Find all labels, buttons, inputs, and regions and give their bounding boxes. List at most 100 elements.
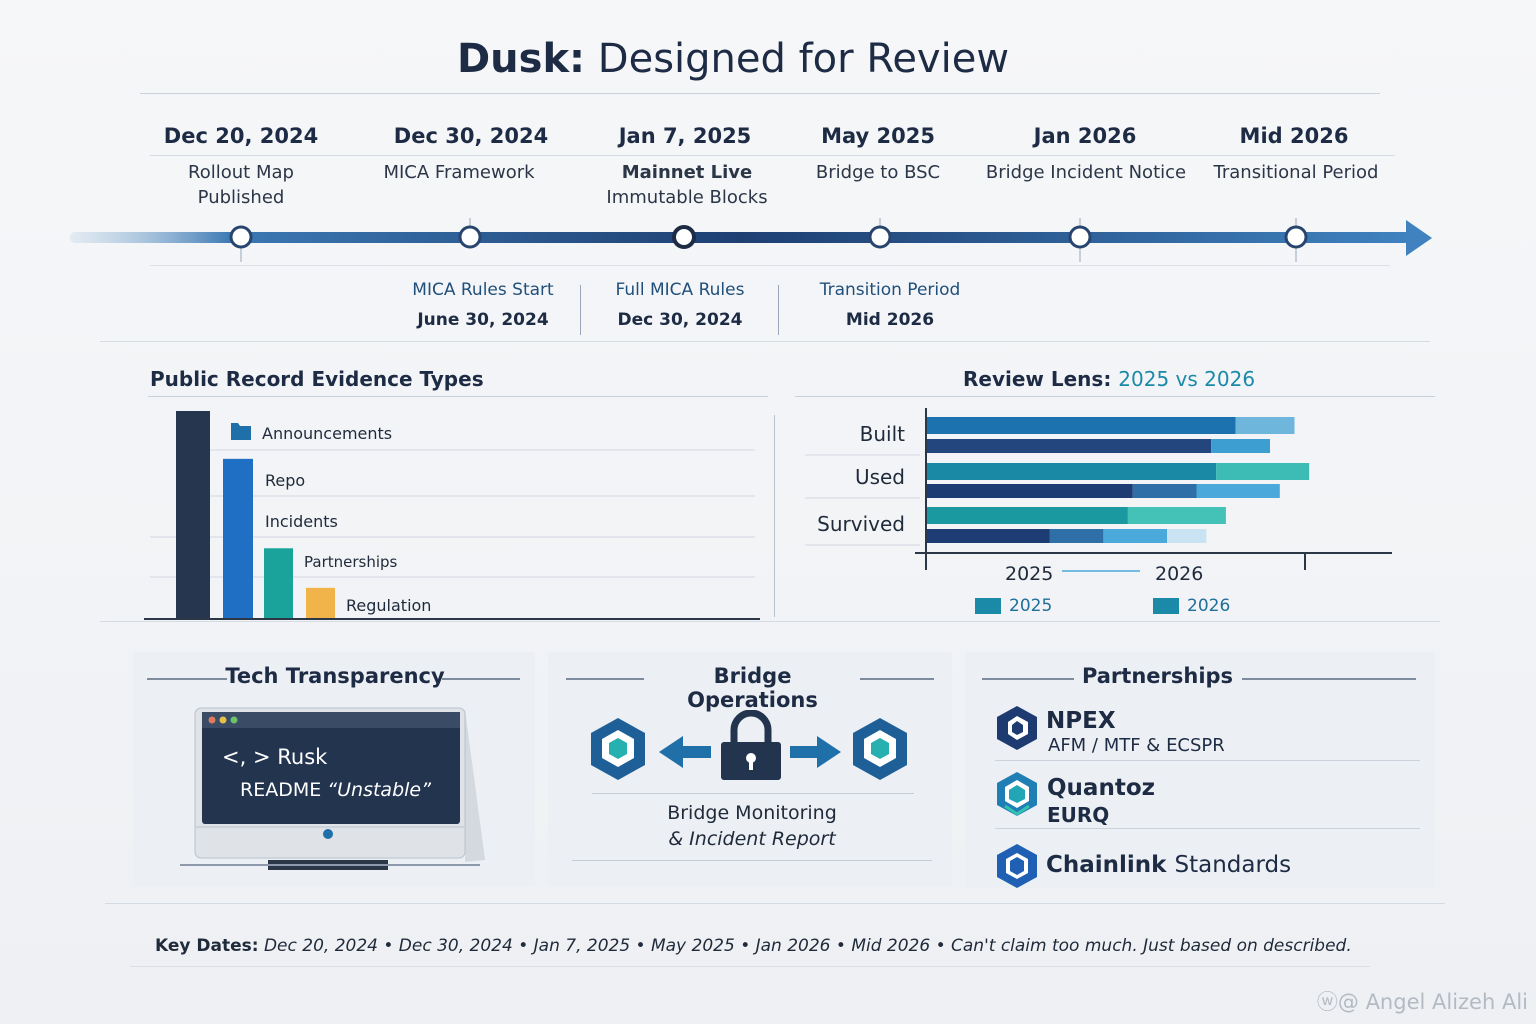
lens-row-label: Built bbox=[859, 422, 905, 446]
title-rest: Designed for Review bbox=[597, 36, 1010, 82]
evidence-label: Regulation bbox=[346, 596, 432, 615]
review-lens-title-accent: 2025 vs 2026 bbox=[1118, 367, 1256, 391]
divider bbox=[150, 265, 1390, 266]
evidence-label: Announcements bbox=[262, 424, 393, 443]
milestone-date: Mid 2026 bbox=[845, 310, 935, 330]
evidence-bars bbox=[176, 411, 335, 619]
chainlink-logo-icon bbox=[997, 844, 1037, 888]
footer-items: Dec 20, 2024 • Dec 30, 2024 • Jan 7, 202… bbox=[263, 936, 1352, 956]
event-line1: MICA Framework bbox=[383, 162, 535, 183]
divider bbox=[150, 155, 1395, 156]
timeline-node bbox=[1068, 225, 1092, 249]
review-lens-title-prefix: Review Lens: bbox=[963, 367, 1112, 391]
timeline-bar bbox=[70, 232, 1410, 243]
timeline-node bbox=[229, 225, 253, 249]
timeline-event-label: Rollout Map Published bbox=[121, 160, 361, 210]
event-line1: Transitional Period bbox=[1213, 162, 1379, 183]
timeline-event-label: Transitional Period bbox=[1176, 160, 1416, 185]
lens-bar-survived-2026 bbox=[1167, 529, 1207, 543]
divider bbox=[995, 828, 1420, 829]
lens-axis-label: 2026 bbox=[1155, 563, 1204, 585]
code-label: <, > Rusk bbox=[222, 745, 327, 769]
readme-status: README “Unstable” bbox=[240, 779, 431, 801]
bridge-diagram bbox=[591, 710, 907, 780]
divider bbox=[442, 678, 520, 680]
folder-icon bbox=[231, 423, 251, 440]
event-line2: Immutable Blocks bbox=[606, 187, 768, 208]
lens-bar-used-2026 bbox=[1132, 484, 1197, 498]
chain-node-icon bbox=[591, 718, 645, 780]
evidence-bar-announcements bbox=[176, 411, 210, 619]
lens-bar-used-2025 bbox=[927, 463, 1217, 480]
legend-label: 2025 bbox=[1009, 596, 1053, 616]
event-line1: Bridge to BSC bbox=[815, 162, 941, 183]
partner-name-line: Chainlink Standards bbox=[1046, 852, 1291, 878]
divider bbox=[566, 678, 644, 680]
arrow-right-icon bbox=[790, 736, 841, 768]
partnerships-panel-title: Partnerships bbox=[1081, 664, 1234, 688]
evidence-label: Repo bbox=[265, 471, 306, 490]
evidence-bar-regulation bbox=[306, 587, 335, 619]
divider bbox=[148, 396, 768, 397]
divider bbox=[1242, 678, 1416, 680]
lens-bar-survived-2025 bbox=[927, 507, 1128, 524]
milestone-label: MICA Rules Start bbox=[412, 280, 554, 300]
timeline-date: Dec 30, 2024 bbox=[393, 124, 549, 148]
divider bbox=[982, 678, 1074, 680]
lens-axis-label: 2025 bbox=[1005, 563, 1054, 585]
timeline-event-label: Bridge Incident Notice bbox=[966, 160, 1206, 185]
partner-detail: EURQ bbox=[1047, 803, 1110, 827]
bridge-panel-title: Bridge Operations bbox=[687, 664, 818, 712]
partner-detail: AFM / MTF & ECSPR bbox=[1048, 735, 1225, 756]
timeline-date: Jan 7, 2025 bbox=[618, 124, 752, 148]
timeline-node bbox=[672, 225, 696, 249]
divider bbox=[995, 760, 1420, 761]
event-line1: Bridge Incident Notice bbox=[985, 162, 1187, 183]
arrowhead bbox=[1406, 220, 1432, 256]
review-lens-title: Review Lens: 2025 vs 2026 bbox=[963, 367, 1255, 391]
readme-prefix: README bbox=[240, 779, 322, 801]
divider bbox=[100, 621, 1440, 622]
evidence-bar-partnerships bbox=[264, 548, 293, 619]
lens-bar-built-2026 bbox=[927, 439, 1212, 453]
bridge-caption: Bridge Monitoring & Incident Report bbox=[602, 800, 902, 852]
timeline-event-label: MICA Framework bbox=[339, 160, 579, 185]
divider bbox=[105, 903, 1445, 904]
lens-bar-survived-2026 bbox=[1103, 529, 1168, 543]
divider bbox=[572, 860, 932, 861]
partnerships-panel bbox=[965, 652, 1435, 888]
evidence-chart bbox=[144, 411, 760, 620]
bridge-caption-line1: Bridge Monitoring bbox=[667, 802, 837, 824]
divider bbox=[140, 93, 1380, 94]
bridge-caption-line2: & Incident Report bbox=[668, 828, 836, 850]
partner-name: Quantoz bbox=[1047, 775, 1156, 801]
code-label-text: Rusk bbox=[277, 745, 328, 769]
code-brackets-icon: <, > bbox=[222, 745, 271, 769]
key-dates-footer: Key Dates: Dec 20, 2024 • Dec 30, 2024 •… bbox=[155, 936, 1352, 956]
tech-panel-title: Tech Transparency bbox=[225, 664, 445, 688]
legend-item-2025: 2025 bbox=[975, 596, 1052, 616]
divider bbox=[774, 415, 775, 617]
lens-bar-survived-2026 bbox=[927, 529, 1050, 543]
divider bbox=[795, 396, 1435, 397]
regulatory-milestone: Transition Period Mid 2026 bbox=[800, 280, 980, 330]
page-title: Dusk: Designed for Review bbox=[0, 36, 1466, 82]
timeline-node bbox=[458, 225, 482, 249]
divider bbox=[130, 966, 1370, 967]
regulatory-milestone: MICA Rules Start June 30, 2024 bbox=[393, 280, 573, 330]
footer-lead: Key Dates: bbox=[155, 936, 259, 956]
lens-row-dividers bbox=[805, 454, 920, 546]
lens-bar-used-2025 bbox=[1216, 463, 1310, 480]
lens-bar-built-2026 bbox=[1211, 439, 1270, 453]
divider bbox=[592, 793, 914, 794]
divider bbox=[778, 285, 779, 335]
milestone-date: Dec 30, 2024 bbox=[617, 310, 743, 330]
legend-swatch bbox=[1153, 598, 1179, 614]
timeline-date: May 2025 bbox=[821, 124, 935, 148]
divider bbox=[580, 285, 581, 335]
title-brand: Dusk: bbox=[456, 36, 586, 82]
event-line2: Published bbox=[197, 187, 285, 208]
evidence-bar-repo bbox=[223, 458, 253, 619]
lens-row-label: Used bbox=[854, 465, 905, 489]
readme-status-text: “Unstable” bbox=[327, 779, 431, 801]
